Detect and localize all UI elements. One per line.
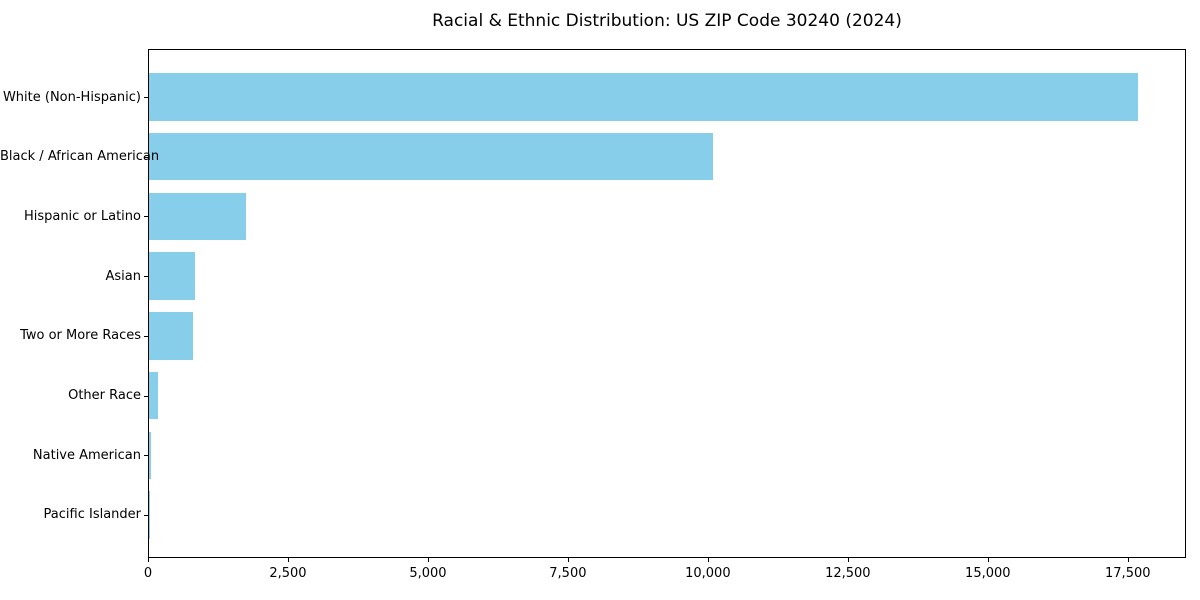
x-tick-mark [987,558,989,562]
x-tick-label: 5,000 [409,566,447,581]
bar-pacific-islander [149,491,150,539]
y-tick-label: Hispanic or Latino [23,208,141,224]
y-tick-mark [144,514,148,516]
y-tick-label: Two or More Races [20,328,141,344]
x-tick-mark [707,558,709,562]
x-tick-mark [148,558,149,562]
bar-hispanic-or-latino [149,192,246,241]
y-tick-label: Pacific Islander [43,507,141,523]
y-tick-mark [144,335,148,337]
y-tick-mark [144,216,148,218]
bar-native-american [149,431,151,479]
y-tick-label: White (Non-Hispanic) [2,89,141,105]
chart-title: Racial & Ethnic Distribution: US ZIP Cod… [432,11,902,31]
x-tick-mark [567,558,569,562]
x-tick-label: 17,500 [1105,566,1151,581]
y-tick-mark [144,395,148,397]
y-tick-label: Native American [32,447,141,463]
x-tick-mark [427,558,429,562]
y-tick-mark [144,156,148,158]
bar-black-african-american [149,132,713,181]
bar-other-race [149,371,158,420]
x-tick-mark [1127,558,1129,562]
y-tick-mark [144,97,148,98]
plot-area [148,49,1186,558]
x-tick-label: 15,000 [965,566,1011,581]
y-tick-label: Asian [105,268,141,284]
y-tick-label: Black / African American [0,149,160,165]
x-tick-mark [287,558,289,562]
x-tick-label: 10,000 [685,566,731,581]
y-tick-label: Other Race [68,388,141,404]
x-tick-label: 7,500 [549,566,587,581]
y-tick-mark [144,455,148,457]
bar-two-or-more-races [149,312,193,360]
bar-white-non-hispanic [149,73,1138,121]
x-tick-mark [847,558,849,562]
bar-asian [149,252,195,300]
x-tick-label: 12,500 [825,566,871,581]
y-tick-mark [144,276,148,278]
x-tick-label: 2,500 [269,566,307,581]
x-tick-label: 0 [143,566,153,581]
